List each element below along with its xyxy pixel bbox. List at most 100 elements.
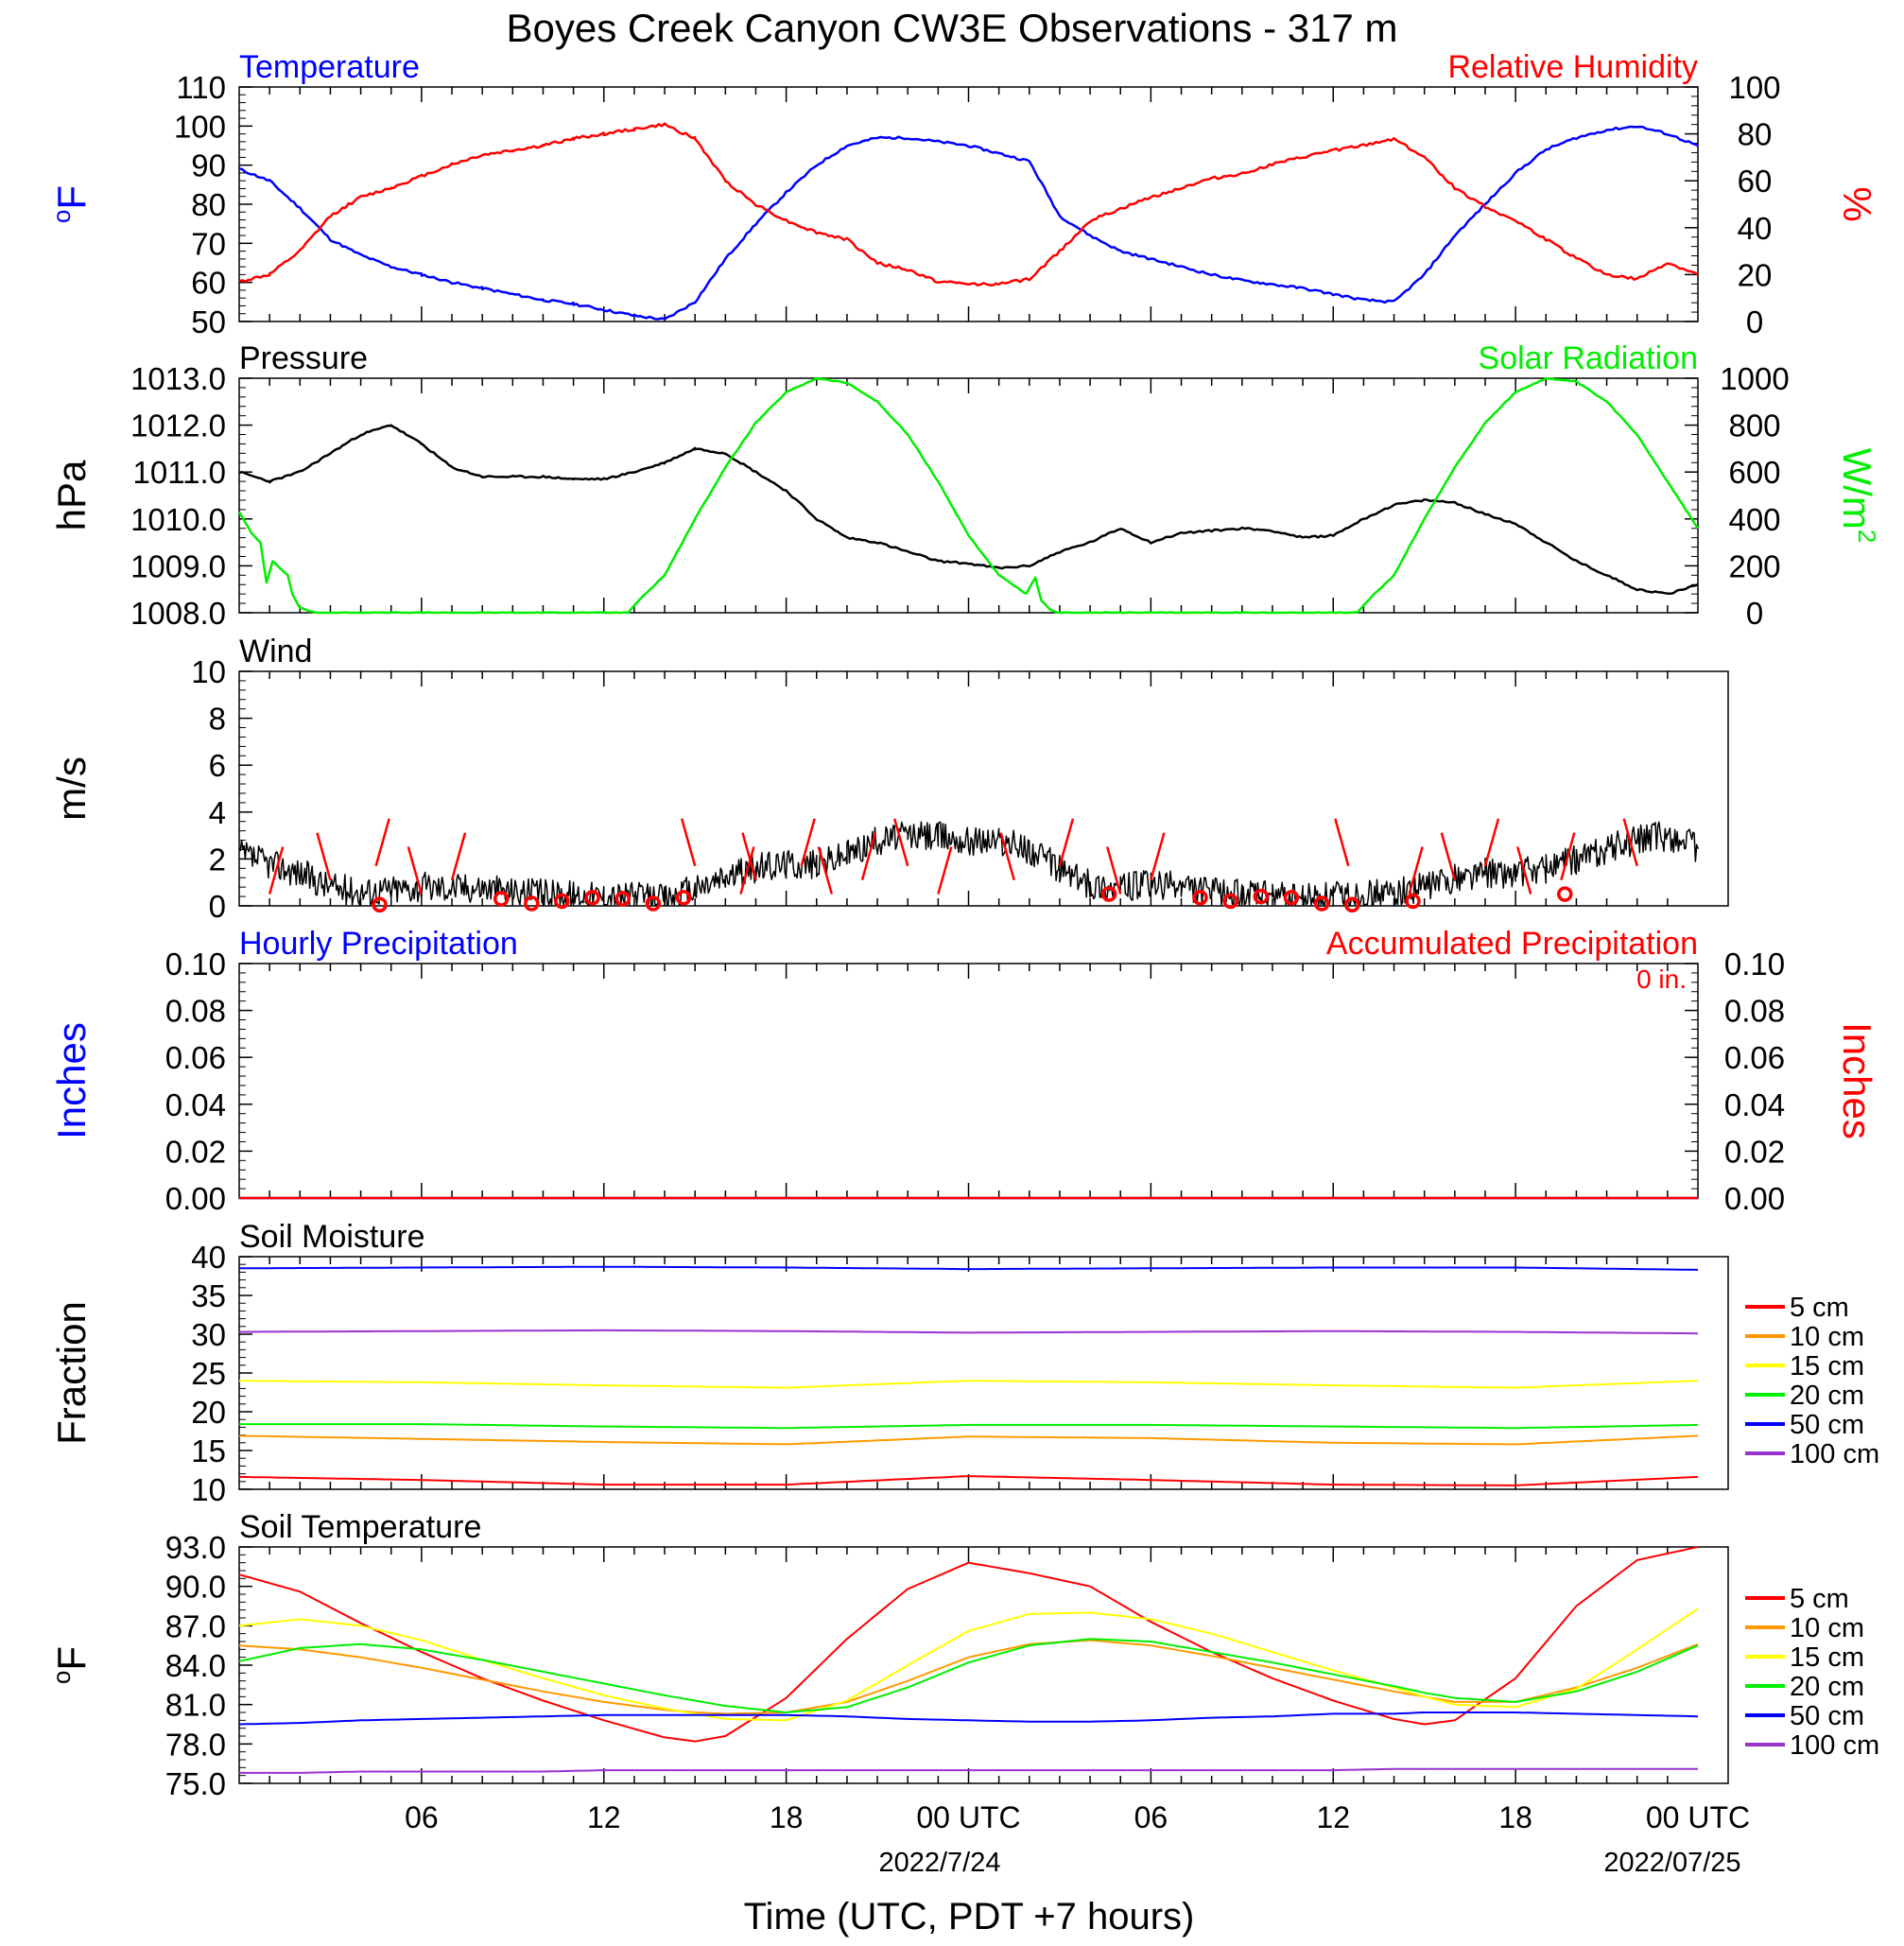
- plot-frame: [238, 1546, 1729, 1784]
- panel-precip: 0.00 0.02 0.04 0.06 0.08 0.10 0.00 0.02 0.04 0.06…: [49, 926, 1879, 1216]
- y-tick-label-left: 0.10: [165, 947, 226, 982]
- legend-label: 10 cm: [1790, 1322, 1864, 1352]
- wind-calm-marker: [675, 890, 692, 906]
- y-tick-label-left: 15: [191, 1433, 226, 1468]
- y-tick-label-left: 70: [191, 226, 226, 261]
- soil-series-100cm: [239, 1767, 1698, 1774]
- plot-frame: [238, 1256, 1729, 1490]
- wind-barb: [1483, 818, 1500, 867]
- wind-barb: [1334, 818, 1350, 867]
- y-tick-label-left: 25: [191, 1356, 226, 1391]
- wind-barb: [1440, 832, 1457, 881]
- y-tick-label-right: 0.02: [1724, 1134, 1785, 1169]
- panel-title-left: Soil Temperature: [239, 1509, 481, 1545]
- legend-label: 10 cm: [1790, 1613, 1864, 1643]
- wind-calm-marker: [1192, 890, 1208, 906]
- wind-calm-marker: [584, 890, 600, 906]
- x-tick-date-1: 2022/7/24: [878, 1848, 1000, 1878]
- plot-frame: [238, 670, 1729, 907]
- wind-calm-marker: [645, 895, 662, 912]
- wind-barb: [1150, 832, 1166, 881]
- y-tick-label-right: 400: [1728, 502, 1780, 537]
- y-tick-label-left: 87.0: [165, 1608, 226, 1643]
- x-tick-label: 18: [770, 1800, 804, 1834]
- soil-series-15cm: [238, 1380, 1699, 1389]
- x-tick-label: 12: [1316, 1800, 1350, 1834]
- y-tick-label-left: 1010.0: [130, 502, 226, 537]
- chart-title: Boyes Creek Canyon CW3E Observations - 3…: [506, 6, 1397, 50]
- wind-calm-marker: [1405, 893, 1421, 910]
- wind-calm-marker: [614, 891, 631, 907]
- y-tick-label-right: 800: [1728, 408, 1780, 443]
- panel-pressure-solar: 1008.0 1009.0 1010.0 1011.0 1012.0 1013.0 0 200…: [49, 340, 1881, 631]
- soil-series-100cm: [239, 1329, 1699, 1335]
- plot-frame: [238, 377, 1699, 614]
- legend-label: 5 cm: [1790, 1293, 1849, 1323]
- wind-calm-marker: [524, 895, 540, 912]
- panel-soil-temp: 75.0 78.0 81.0 84.0 87.090.0 93.0 Soil Tempera…: [47, 1509, 1879, 1834]
- y-tick-label-left: 90.0: [165, 1570, 226, 1605]
- y-tick-label-left: 8: [209, 702, 226, 737]
- soil-series-10cm: [238, 1639, 1699, 1715]
- y-tick-label-left: 1012.0: [130, 408, 226, 443]
- wind-barb: [800, 818, 816, 867]
- x-tick-label: 00 UTC: [1646, 1800, 1750, 1834]
- wind-barb: [1560, 832, 1576, 881]
- wind-barb: [1106, 846, 1122, 895]
- pressure-series-line: [238, 424, 1699, 596]
- solar-radiation-line: [237, 376, 1700, 615]
- y-tick-label-left: 0.04: [165, 1087, 226, 1122]
- y-tick-label-left: 80: [191, 187, 226, 222]
- y-tick-label-right: 100: [1728, 70, 1780, 105]
- x-tick-label: 06: [405, 1800, 439, 1834]
- wind-calm-marker: [1344, 896, 1360, 913]
- wind-barb: [374, 818, 390, 867]
- x-tick-label: 00 UTC: [916, 1800, 1020, 1834]
- wind-barb: [893, 818, 909, 867]
- temperature-series-line: [238, 125, 1699, 321]
- y-tick-label-left: 35: [191, 1278, 226, 1313]
- wind-barb: [1058, 818, 1075, 867]
- wind-barb: [999, 832, 1015, 881]
- y-tick-label-right: 0: [1746, 596, 1763, 631]
- wind-barb: [1515, 846, 1532, 895]
- soil-series-20cm: [238, 1638, 1699, 1713]
- wind-calm-marker: [1283, 890, 1300, 906]
- y-tick-label-left: 84.0: [165, 1648, 226, 1683]
- wind-calm-marker: [1253, 888, 1270, 905]
- wind-barb: [817, 846, 834, 895]
- wind-barb: [1408, 846, 1424, 895]
- y-tick-label-right: 200: [1728, 548, 1780, 583]
- accumulated-total-label: 0 in.: [1636, 964, 1687, 994]
- x-tick-label: 18: [1498, 1800, 1532, 1834]
- y-tick-label-left: 0: [209, 889, 226, 924]
- y-axis-label-left: m/s: [49, 756, 94, 821]
- panel-title-right: Accumulated Precipitation: [1326, 926, 1698, 962]
- wind-calm-marker: [372, 896, 388, 913]
- wind-calm-marker: [1100, 886, 1117, 902]
- panel-title-left: Temperature: [239, 49, 420, 85]
- y-tick-label-left: 110: [176, 70, 226, 105]
- y-tick-label-right: 0: [1746, 304, 1763, 339]
- legend-label: 50 cm: [1790, 1701, 1864, 1731]
- y-tick-label-left: 75.0: [165, 1766, 226, 1801]
- y-tick-label-right: 60: [1738, 164, 1773, 199]
- panel-title-right: Solar Radiation: [1479, 340, 1698, 376]
- legend-label: 15 cm: [1790, 1351, 1864, 1381]
- soil-series-50cm: [238, 1711, 1699, 1726]
- y-tick-label-right: 600: [1728, 455, 1780, 490]
- wind-barb: [680, 818, 697, 867]
- wind-barb: [450, 832, 467, 881]
- y-tick-label-left: 60: [191, 266, 226, 301]
- panel-title-right: Relative Humidity: [1447, 49, 1698, 85]
- x-tick-date-2: 2022/07/25: [1603, 1848, 1740, 1878]
- wind-calm-marker: [493, 891, 510, 907]
- wind-barb: [1622, 818, 1638, 867]
- panel-title-left: Hourly Precipitation: [239, 926, 518, 962]
- y-tick-label-left: 10: [191, 654, 226, 689]
- y-tick-label-right: 0.10: [1724, 947, 1785, 982]
- y-axis-label-left: oF: [47, 185, 94, 223]
- legend-label: 100 cm: [1790, 1730, 1879, 1761]
